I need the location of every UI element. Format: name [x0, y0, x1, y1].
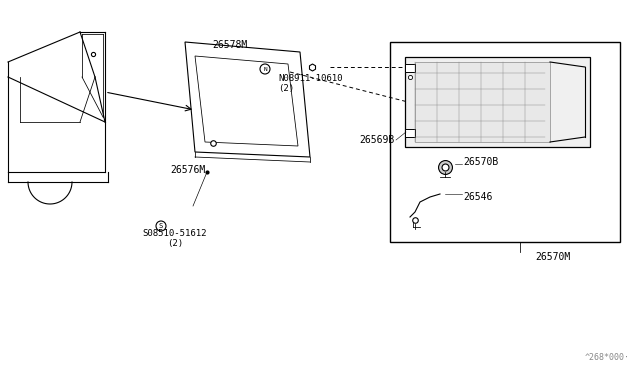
Text: ^268*000·: ^268*000· — [585, 353, 630, 362]
Text: 26576M: 26576M — [170, 165, 205, 175]
Bar — [405, 57, 590, 147]
Bar — [415, 62, 550, 142]
Bar — [390, 42, 620, 242]
Text: S08510-51612
(2): S08510-51612 (2) — [143, 229, 207, 248]
Text: 26570M: 26570M — [535, 252, 570, 262]
Bar — [405, 129, 415, 137]
Text: 26546: 26546 — [463, 192, 492, 202]
Bar — [405, 64, 415, 72]
Text: N: N — [263, 67, 267, 71]
Text: 26569B: 26569B — [360, 135, 395, 145]
Text: 26570B: 26570B — [463, 157, 499, 167]
Text: 26578M: 26578M — [212, 40, 248, 50]
Text: S: S — [159, 223, 163, 229]
Text: N08911-10610
(2): N08911-10610 (2) — [278, 74, 342, 93]
